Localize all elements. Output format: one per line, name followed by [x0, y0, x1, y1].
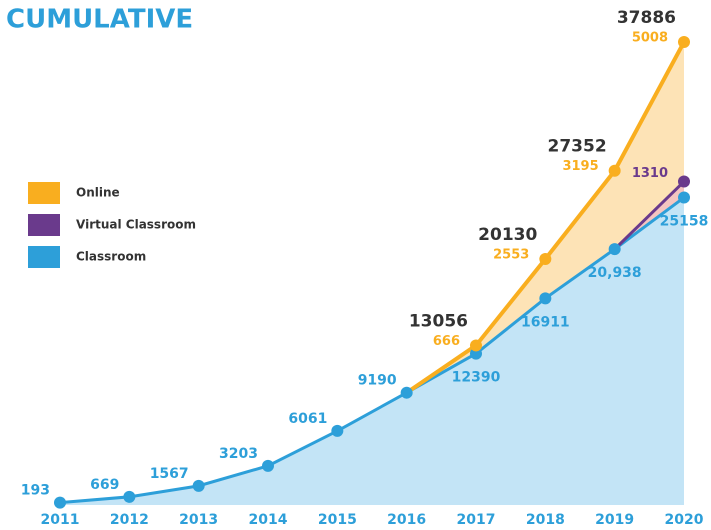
classroom-label: 20,938 — [588, 265, 642, 281]
classroom-point — [331, 424, 344, 437]
classroom-point — [608, 243, 621, 256]
classroom-point — [539, 292, 552, 305]
x-tick-label: 2019 — [595, 512, 634, 528]
online-point — [608, 164, 621, 177]
legend-label: Virtual Classroom — [76, 218, 196, 232]
total-label: 20130 — [478, 225, 537, 245]
classroom-label: 25158 — [660, 214, 709, 230]
classroom-line — [59, 196, 685, 505]
classroom-point — [400, 386, 413, 399]
online-point — [470, 339, 482, 352]
x-tick-label: 2016 — [387, 512, 426, 528]
classroom-label: 16911 — [521, 314, 570, 330]
online-point — [539, 252, 552, 265]
legend-swatch — [28, 182, 60, 204]
classroom-point — [123, 490, 136, 503]
classroom-label: 193 — [21, 483, 50, 499]
classroom-point — [678, 191, 690, 204]
classroom-point — [192, 479, 205, 492]
classroom-label: 3203 — [219, 446, 258, 462]
virtual-point — [678, 175, 690, 188]
classroom-area — [60, 197, 684, 505]
total-label: 37886 — [617, 8, 676, 28]
x-tick-label: 2014 — [249, 512, 288, 528]
x-tick-label: 2017 — [457, 512, 496, 528]
total-label: 13056 — [409, 311, 468, 331]
x-tick-label: 2015 — [318, 512, 357, 528]
legend-label: Online — [76, 186, 120, 200]
online-label: 666 — [433, 334, 460, 349]
virtual-line — [613, 180, 686, 251]
classroom-point — [262, 459, 274, 472]
classroom-label: 9190 — [358, 373, 397, 389]
online-area — [406, 42, 684, 393]
classroom-label: 1567 — [150, 466, 189, 482]
x-tick-label: 2011 — [41, 512, 80, 528]
chart-title: CUMULATIVE — [6, 5, 193, 35]
online-label: 5008 — [632, 31, 668, 46]
legend-label: Classroom — [76, 250, 146, 264]
online-label: 2553 — [493, 247, 529, 262]
classroom-label: 669 — [90, 477, 119, 493]
online-point — [678, 36, 690, 48]
x-tick-label: 2020 — [665, 512, 704, 528]
virtual-label: 1310 — [632, 166, 668, 181]
legend-swatch — [28, 246, 60, 268]
total-label: 27352 — [548, 137, 607, 157]
x-tick-label: 2018 — [526, 512, 565, 528]
classroom-label: 12390 — [452, 370, 501, 386]
online-label: 3195 — [562, 159, 598, 174]
x-tick-label: 2013 — [179, 512, 218, 528]
classroom-point — [54, 496, 66, 509]
classroom-label: 6061 — [288, 411, 327, 427]
legend-swatch — [28, 214, 60, 236]
x-tick-label: 2012 — [110, 512, 149, 528]
